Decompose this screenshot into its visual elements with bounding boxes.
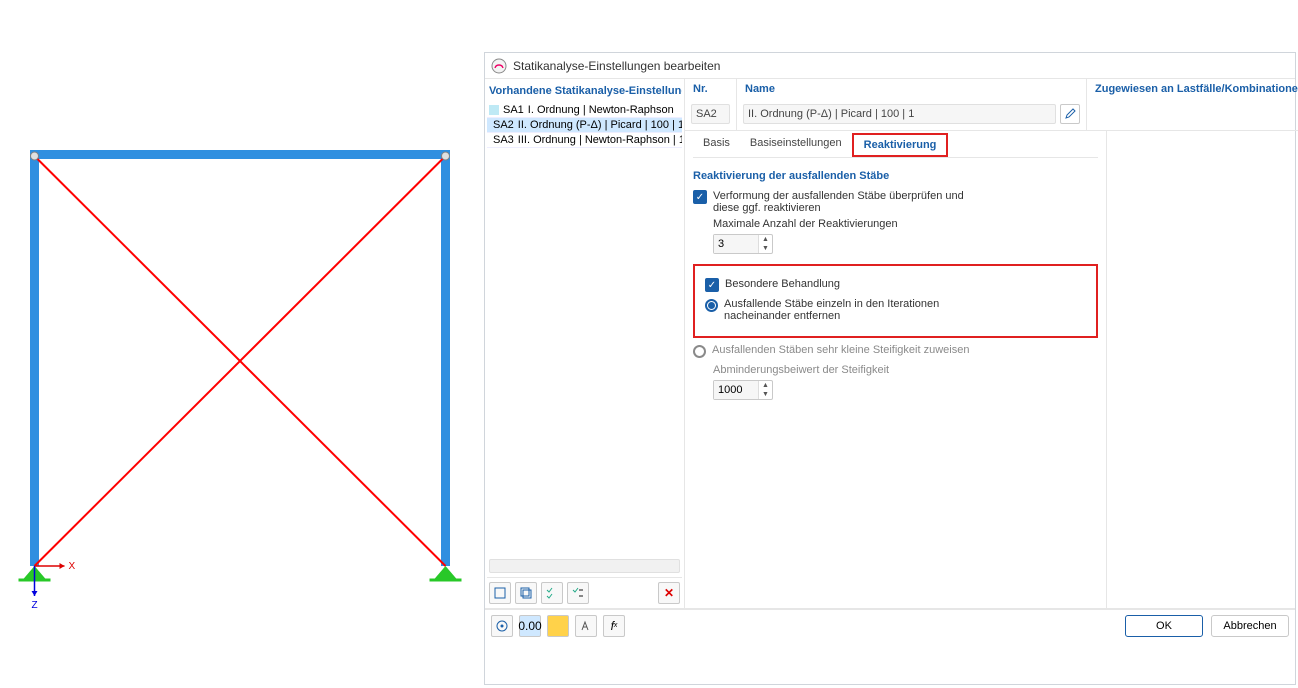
radio-assign-stiffness[interactable]: [693, 345, 706, 358]
radio-remove-individually[interactable]: [705, 299, 718, 312]
label-remove-individually: Ausfallende Stäbe einzeln in den Iterati…: [724, 298, 944, 322]
sa-id: SA3: [493, 134, 514, 146]
checkbox-verify-deformation[interactable]: ✓: [693, 190, 707, 204]
ok-button[interactable]: OK: [1125, 615, 1203, 637]
copy-icon[interactable]: [515, 582, 537, 604]
sa-item[interactable]: SA2 II. Ordnung (P-Δ) | Picard | 100 | 1: [487, 118, 682, 133]
label-max-reactivations: Maximale Anzahl der Reaktivierungen: [713, 218, 1098, 230]
highlight-special-treatment: ✓ Besondere Behandlung Ausfallende Stäbe…: [693, 264, 1098, 338]
color-icon[interactable]: [547, 615, 569, 637]
name-field[interactable]: II. Ordnung (P-Δ) | Picard | 100 | 1: [743, 104, 1056, 124]
checklist-b-icon[interactable]: [567, 582, 589, 604]
help-icon[interactable]: [491, 615, 513, 637]
tab-reaktivierung[interactable]: Reaktivierung: [852, 133, 949, 157]
parameters-icon[interactable]: [575, 615, 597, 637]
spin-up-icon[interactable]: ▲: [759, 381, 772, 390]
units-icon[interactable]: 0.00: [519, 615, 541, 637]
sidebar-header: Vorhandene Statikanalyse-Einstellungen: [487, 83, 682, 103]
checkbox-special-treatment[interactable]: ✓: [705, 278, 719, 292]
bottom-toolbar: 0.00 fx OK Abbrechen: [485, 609, 1295, 641]
model-viewport: XZ: [0, 0, 480, 685]
sa-label: I. Ordnung | Newton-Raphson: [528, 104, 674, 116]
sa-id: SA1: [503, 104, 524, 116]
settings-dialog: Statikanalyse-Einstellungen bearbeiten V…: [484, 52, 1296, 685]
input-reduction-factor[interactable]: [714, 381, 758, 399]
app-icon: [491, 58, 507, 74]
sidebar-hscrollbar[interactable]: [489, 559, 680, 573]
input-max-reactivations[interactable]: [714, 235, 758, 253]
sa-label: III. Ordnung | Newton-Raphson | 1: [518, 134, 682, 146]
nr-field: SA2: [691, 104, 730, 124]
edit-icon[interactable]: [1060, 104, 1080, 124]
spin-up-icon[interactable]: ▲: [759, 235, 772, 244]
assign-body: [1107, 131, 1298, 608]
section-title: Reaktivierung der ausfallenden Stäbe: [693, 170, 1098, 182]
sa-item[interactable]: SA3 III. Ordnung | Newton-Raphson | 1: [487, 133, 682, 148]
checklist-a-icon[interactable]: [541, 582, 563, 604]
dialog-titlebar: Statikanalyse-Einstellungen bearbeiten: [485, 53, 1295, 79]
spin-reduction-factor[interactable]: ▲▼: [713, 380, 773, 400]
svg-text:Z: Z: [32, 600, 38, 611]
delete-icon[interactable]: ✕: [658, 582, 680, 604]
nr-label: Nr.: [691, 81, 730, 101]
dialog-title: Statikanalyse-Einstellungen bearbeiten: [513, 59, 720, 73]
sa-swatch: [489, 105, 499, 115]
spin-down-icon[interactable]: ▼: [759, 390, 772, 399]
spin-down-icon[interactable]: ▼: [759, 244, 772, 253]
formula-icon[interactable]: fx: [603, 615, 625, 637]
label-special-treatment: Besondere Behandlung: [725, 278, 840, 290]
spin-max-reactivations[interactable]: ▲▼: [713, 234, 773, 254]
sidebar: Vorhandene Statikanalyse-Einstellungen S…: [485, 79, 685, 608]
tab-basis[interactable]: Basis: [693, 133, 740, 157]
assign-label: Zugewiesen an Lastfälle/Kombinationen: [1093, 81, 1298, 101]
label-reduction-factor: Abminderungsbeiwert der Steifigkeit: [713, 364, 1098, 376]
sa-label: II. Ordnung (P-Δ) | Picard | 100 | 1: [518, 119, 682, 131]
frame-diagram: XZ: [0, 0, 480, 685]
header-row: Nr. SA2 Name II. Ordnung (P-Δ) | Picard …: [685, 79, 1298, 131]
sa-id: SA2: [493, 119, 514, 131]
content-main: BasisBasiseinstellungenReaktivierung Rea…: [685, 131, 1107, 608]
tabs: BasisBasiseinstellungenReaktivierung: [693, 133, 1098, 158]
sidebar-toolbar: ✕: [487, 577, 682, 608]
cancel-button[interactable]: Abbrechen: [1211, 615, 1289, 637]
tab-basiseinstellungen[interactable]: Basiseinstellungen: [740, 133, 852, 157]
name-label: Name: [743, 81, 1080, 101]
sa-item[interactable]: SA1 I. Ordnung | Newton-Raphson: [487, 103, 682, 118]
sa-list: SA1 I. Ordnung | Newton-Raphson SA2 II. Ord…: [487, 103, 682, 555]
label-assign-stiffness: Ausfallenden Stäben sehr kleine Steifigk…: [712, 344, 969, 356]
svg-text:X: X: [69, 561, 76, 572]
label-verify-deformation: Verformung der ausfallenden Stäbe überpr…: [713, 190, 973, 214]
new-icon[interactable]: [489, 582, 511, 604]
